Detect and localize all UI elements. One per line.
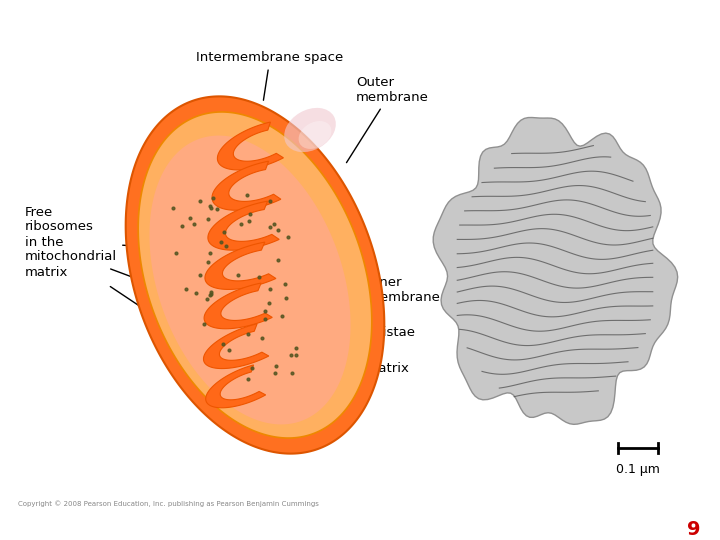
Polygon shape: [208, 201, 279, 250]
Point: [264, 285, 276, 293]
Point: [253, 273, 265, 282]
Polygon shape: [433, 118, 678, 424]
Point: [269, 220, 280, 228]
Point: [220, 242, 232, 251]
Polygon shape: [217, 122, 284, 170]
Polygon shape: [212, 161, 281, 210]
Point: [206, 204, 217, 212]
Point: [217, 339, 229, 348]
Point: [168, 204, 179, 212]
Point: [242, 374, 253, 383]
Point: [211, 205, 222, 214]
Polygon shape: [206, 365, 266, 408]
Ellipse shape: [299, 121, 331, 149]
Point: [202, 258, 214, 266]
Point: [190, 289, 202, 298]
Point: [198, 320, 210, 328]
Point: [188, 219, 199, 228]
Text: Inner
membrane: Inner membrane: [296, 276, 441, 304]
Point: [207, 194, 219, 202]
Point: [269, 369, 281, 377]
Point: [290, 343, 302, 352]
Polygon shape: [138, 112, 372, 438]
Point: [180, 285, 192, 293]
Ellipse shape: [284, 108, 336, 152]
Point: [218, 227, 230, 236]
Point: [241, 191, 253, 199]
Point: [235, 219, 247, 228]
Point: [202, 214, 213, 223]
Text: 9: 9: [686, 520, 700, 539]
Point: [285, 350, 297, 359]
Text: Copyright © 2008 Pearson Education, Inc. publishing as Pearson Benjamin Cummings: Copyright © 2008 Pearson Education, Inc.…: [18, 500, 319, 507]
Point: [259, 306, 271, 315]
Point: [205, 287, 217, 296]
Point: [276, 312, 288, 320]
Text: 0.1 μm: 0.1 μm: [616, 463, 660, 476]
Text: Intermembrane space: Intermembrane space: [197, 51, 343, 100]
Point: [232, 271, 243, 279]
Polygon shape: [205, 242, 276, 289]
Point: [204, 290, 216, 299]
Point: [194, 197, 205, 206]
Text: Free
ribosomes
in the
mitochondrial
matrix: Free ribosomes in the mitochondrial matr…: [25, 206, 197, 279]
Point: [184, 213, 196, 222]
Point: [259, 315, 271, 323]
Point: [170, 249, 181, 258]
Point: [289, 350, 301, 359]
Point: [194, 271, 205, 279]
Text: Outer
membrane: Outer membrane: [346, 76, 429, 163]
Polygon shape: [204, 283, 272, 329]
Point: [287, 369, 298, 377]
Point: [204, 291, 215, 300]
Point: [246, 363, 258, 372]
Text: Cristae: Cristae: [293, 326, 415, 339]
Point: [271, 361, 282, 370]
Point: [201, 295, 212, 303]
Point: [204, 249, 216, 258]
Point: [282, 233, 294, 242]
Point: [223, 346, 235, 354]
Point: [279, 280, 291, 288]
Point: [204, 201, 215, 210]
Point: [280, 294, 292, 302]
Point: [264, 196, 276, 205]
Point: [272, 225, 284, 234]
Point: [272, 255, 284, 264]
Point: [243, 217, 255, 225]
Polygon shape: [126, 96, 384, 454]
Point: [176, 222, 187, 231]
Point: [265, 222, 276, 231]
Polygon shape: [204, 324, 269, 369]
Point: [243, 329, 254, 338]
Polygon shape: [150, 136, 351, 424]
Point: [244, 210, 256, 219]
Point: [256, 334, 268, 342]
Point: [263, 299, 274, 307]
Text: Matrix: Matrix: [278, 361, 410, 383]
Point: [215, 238, 226, 246]
